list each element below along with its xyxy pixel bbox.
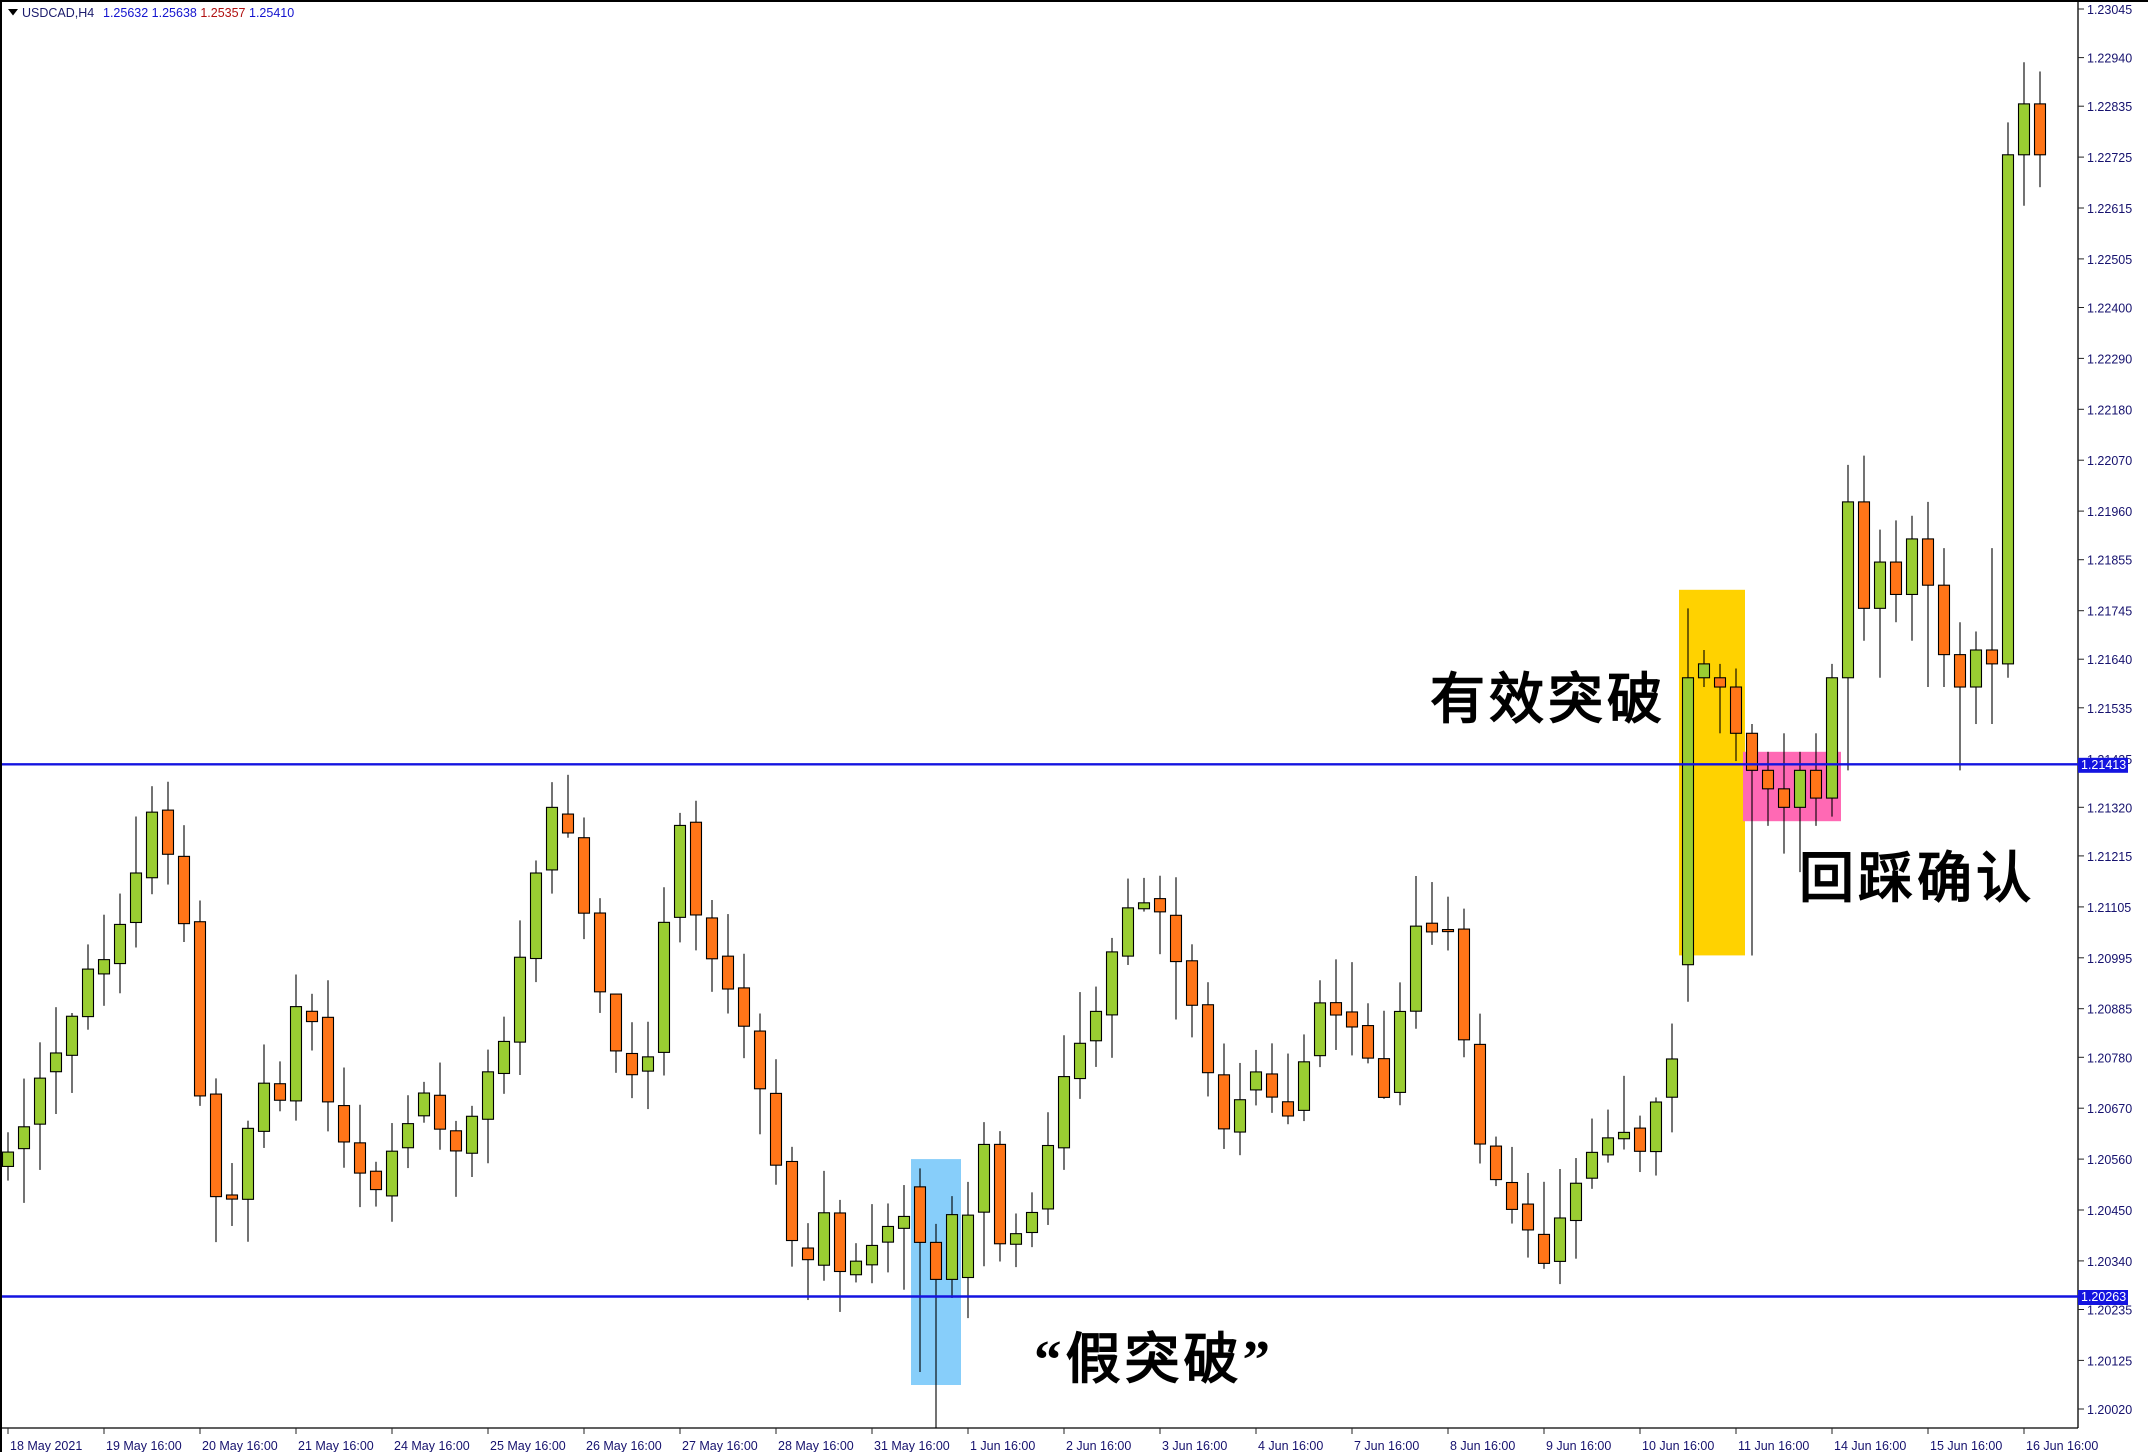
svg-text:7 Jun 16:00: 7 Jun 16:00: [1354, 1439, 1419, 1452]
svg-text:19 May 16:00: 19 May 16:00: [106, 1439, 182, 1452]
svg-text:1.21215: 1.21215: [2087, 850, 2132, 864]
svg-text:21 May 16:00: 21 May 16:00: [298, 1439, 374, 1452]
svg-text:1.20125: 1.20125: [2087, 1354, 2132, 1368]
svg-text:1.22290: 1.22290: [2087, 352, 2132, 366]
svg-text:25 May 16:00: 25 May 16:00: [490, 1439, 566, 1452]
svg-text:1.21413: 1.21413: [2081, 758, 2126, 772]
svg-text:1.21855: 1.21855: [2087, 554, 2132, 568]
svg-text:1.20235: 1.20235: [2087, 1304, 2132, 1318]
svg-text:有效突破: 有效突破: [1430, 669, 1666, 730]
svg-text:24 May 16:00: 24 May 16:00: [394, 1439, 470, 1452]
svg-text:USDCAD,H4: USDCAD,H4: [22, 6, 94, 20]
svg-text:26 May 16:00: 26 May 16:00: [586, 1439, 662, 1452]
svg-text:1.20560: 1.20560: [2087, 1153, 2132, 1167]
svg-text:1.22505: 1.22505: [2087, 253, 2132, 267]
svg-text:9 Jun 16:00: 9 Jun 16:00: [1546, 1439, 1611, 1452]
svg-text:1.23045: 1.23045: [2087, 3, 2132, 17]
svg-text:1.20995: 1.20995: [2087, 952, 2132, 966]
svg-text:1.20340: 1.20340: [2087, 1255, 2132, 1269]
svg-text:8 Jun 16:00: 8 Jun 16:00: [1450, 1439, 1515, 1452]
svg-text:1.20263: 1.20263: [2081, 1290, 2126, 1304]
svg-text:1.22835: 1.22835: [2087, 100, 2132, 114]
svg-text:28 May 16:00: 28 May 16:00: [778, 1439, 854, 1452]
svg-text:“假突破”: “假突破”: [1034, 1329, 1274, 1390]
svg-text:1.22615: 1.22615: [2087, 202, 2132, 216]
svg-text:1.21745: 1.21745: [2087, 605, 2132, 619]
svg-text:1.22180: 1.22180: [2087, 403, 2132, 417]
svg-text:1.21960: 1.21960: [2087, 505, 2132, 519]
svg-text:10 Jun 16:00: 10 Jun 16:00: [1642, 1439, 1714, 1452]
svg-text:1.22940: 1.22940: [2087, 52, 2132, 66]
svg-text:1.20780: 1.20780: [2087, 1051, 2132, 1065]
svg-text:3 Jun 16:00: 3 Jun 16:00: [1162, 1439, 1227, 1452]
svg-text:4 Jun 16:00: 4 Jun 16:00: [1258, 1439, 1323, 1452]
svg-text:27 May 16:00: 27 May 16:00: [682, 1439, 758, 1452]
svg-text:1.20020: 1.20020: [2087, 1403, 2132, 1417]
svg-text:14 Jun 16:00: 14 Jun 16:00: [1834, 1439, 1906, 1452]
svg-text:2 Jun 16:00: 2 Jun 16:00: [1066, 1439, 1131, 1452]
svg-text:15 Jun 16:00: 15 Jun 16:00: [1930, 1439, 2002, 1452]
svg-text:1.21535: 1.21535: [2087, 702, 2132, 716]
svg-text:18 May 2021: 18 May 2021: [10, 1439, 82, 1452]
svg-text:1.20670: 1.20670: [2087, 1102, 2132, 1116]
svg-text:1.22400: 1.22400: [2087, 302, 2132, 316]
svg-text:1.20885: 1.20885: [2087, 1003, 2132, 1017]
svg-text:1.22725: 1.22725: [2087, 151, 2132, 165]
svg-text:1 Jun 16:00: 1 Jun 16:00: [970, 1439, 1035, 1452]
svg-text:1.20450: 1.20450: [2087, 1204, 2132, 1218]
svg-text:1.21640: 1.21640: [2087, 653, 2132, 667]
svg-text:1.21320: 1.21320: [2087, 801, 2132, 815]
svg-text:16 Jun 16:00: 16 Jun 16:00: [2026, 1439, 2098, 1452]
svg-text:11 Jun 16:00: 11 Jun 16:00: [1738, 1439, 1809, 1452]
svg-text:31 May 16:00: 31 May 16:00: [874, 1439, 950, 1452]
svg-text:1.25632 1.25638 1.25357 1.2541: 1.25632 1.25638 1.25357 1.25410: [103, 6, 294, 20]
svg-text:回踩确认: 回踩确认: [1799, 848, 2035, 909]
svg-text:1.21105: 1.21105: [2087, 901, 2131, 915]
svg-text:20 May 16:00: 20 May 16:00: [202, 1439, 278, 1452]
svg-text:1.22070: 1.22070: [2087, 454, 2132, 468]
